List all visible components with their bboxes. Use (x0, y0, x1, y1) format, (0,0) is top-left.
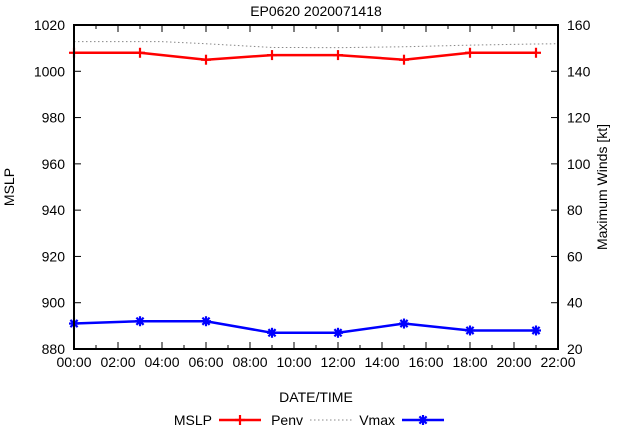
x-tick-label: 14:00 (364, 354, 399, 370)
series-vmax (69, 316, 541, 338)
right-tick-label: 120 (567, 110, 591, 126)
plot-border (73, 24, 559, 350)
x-tick-label: 00:00 (56, 354, 91, 370)
legend-entry-vmax: Vmax (359, 412, 444, 428)
right-tick-label: 140 (567, 63, 591, 79)
left-tick-label: 1020 (34, 17, 65, 33)
left-tick-label: 920 (42, 248, 66, 264)
legend-label: MSLP (174, 412, 212, 428)
axis-ticks: 00:00 02:00 04:00 06:00 08:00 10:00 12:00 14:00… (34, 17, 591, 370)
right-tick-label: 160 (567, 17, 591, 33)
x-tick-label: 20:00 (496, 354, 531, 370)
plot-area (69, 41, 559, 338)
legend-label: Vmax (359, 412, 395, 428)
legend: MSLP Penv Vmax (174, 412, 444, 428)
x-tick-label: 18:00 (452, 354, 487, 370)
left-tick-label: 980 (42, 110, 66, 126)
right-axis-label: Maximum Winds [kt] (594, 124, 610, 250)
x-tick-label: 12:00 (320, 354, 355, 370)
left-tick-label: 960 (42, 156, 66, 172)
right-tick-label: 80 (567, 202, 583, 218)
right-tick-label: 60 (567, 248, 583, 264)
x-tick-label: 10:00 (276, 354, 311, 370)
x-tick-label: 16:00 (408, 354, 443, 370)
series-mslp (69, 47, 541, 65)
x-tick-label: 22:00 (540, 354, 575, 370)
x-tick-label: 02:00 (100, 354, 135, 370)
x-tick-label: 08:00 (232, 354, 267, 370)
x-tick-label: 06:00 (188, 354, 223, 370)
legend-label: Penv (271, 412, 303, 428)
left-tick-label: 900 (42, 295, 66, 311)
legend-entry-mslp: MSLP (174, 412, 261, 428)
left-tick-label: 940 (42, 202, 66, 218)
right-tick-label: 100 (567, 156, 591, 172)
legend-entry-penv: Penv (271, 412, 352, 428)
x-axis-label: DATE/TIME (279, 389, 353, 405)
left-tick-label: 880 (42, 341, 66, 357)
right-tick-label: 40 (567, 295, 583, 311)
chart-title: EP0620 2020071418 (250, 3, 382, 19)
x-tick-label: 04:00 (144, 354, 179, 370)
right-tick-label: 20 (567, 341, 583, 357)
left-axis-label: MSLP (1, 168, 17, 206)
left-tick-label: 1000 (34, 63, 65, 79)
series-penv (74, 41, 559, 49)
